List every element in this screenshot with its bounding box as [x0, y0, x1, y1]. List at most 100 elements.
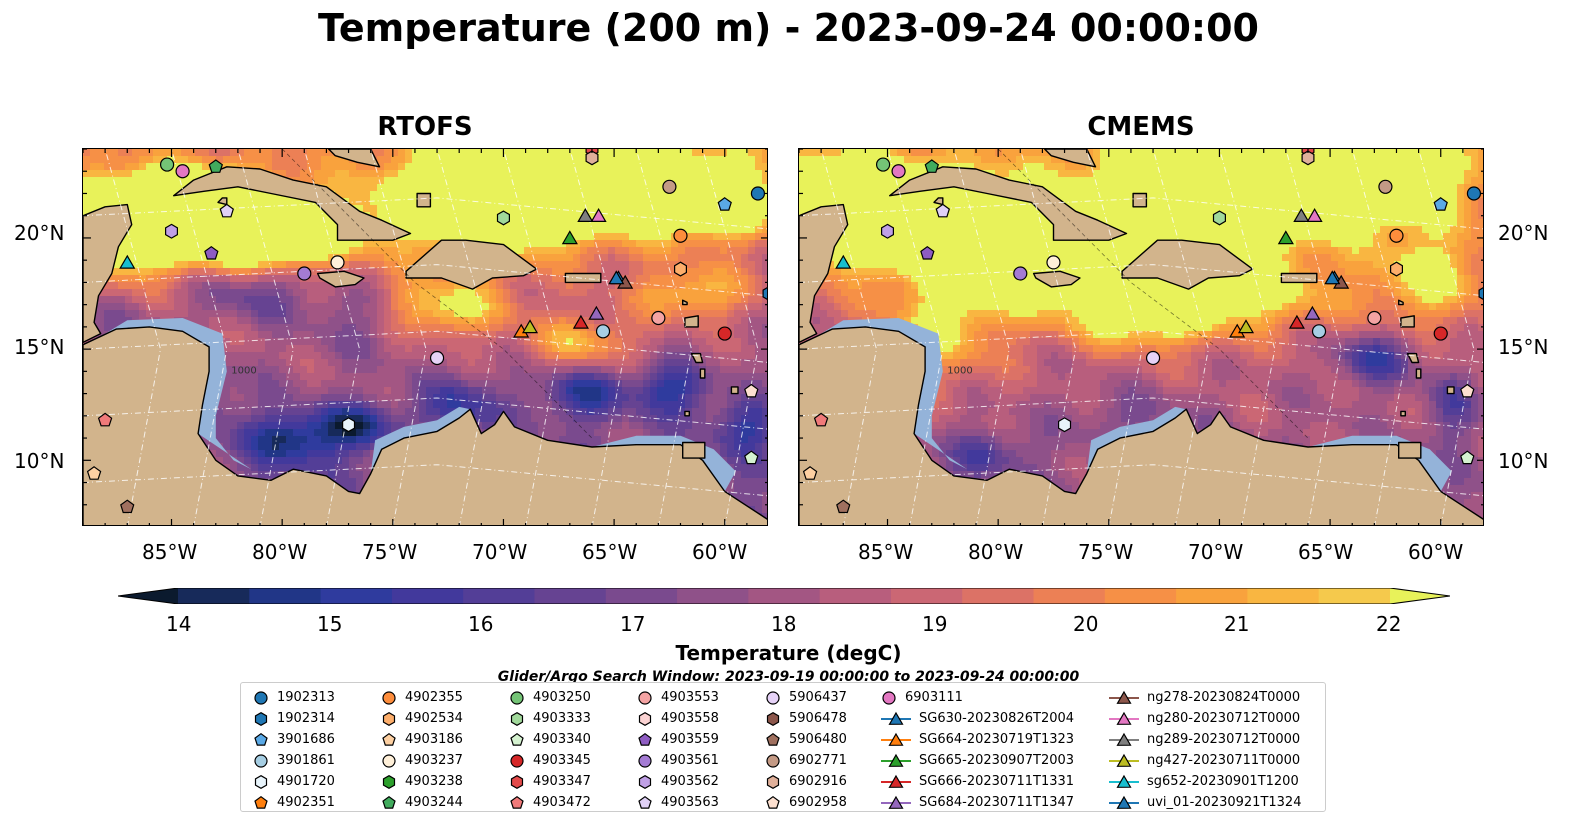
land-masses	[83, 149, 767, 525]
legend-entry: 4903340	[509, 729, 591, 750]
legend-label: 4902534	[405, 711, 463, 726]
legend-marker	[510, 753, 524, 768]
legend-marker-icon	[881, 753, 911, 767]
lon-tick-label-65w-right: 65°W	[1298, 540, 1354, 564]
platform-marker-6902916	[1301, 150, 1315, 166]
platform-marker-sg666-20230711t1331	[1288, 314, 1305, 329]
platform-marker-4903333	[496, 210, 510, 226]
rtofs-map-panel: 1000	[82, 148, 768, 526]
platform-marker-ng289-20230712t0000	[1293, 208, 1310, 223]
legend-marker-icon	[382, 753, 396, 768]
legend-marker	[254, 732, 268, 746]
lon-tick-label-80w-right: 80°W	[968, 540, 1024, 564]
platform-marker-4903553	[651, 310, 666, 326]
legend-column: 4903250 4903333 4903340 4903345 4903347 49034…	[509, 687, 591, 813]
legend-label: 4903186	[405, 732, 463, 747]
legend-entry: 6902958	[765, 792, 847, 813]
legend-entry: 6902916	[765, 771, 847, 792]
legend-marker-icon	[382, 711, 396, 726]
legend-marker-icon	[638, 690, 652, 705]
colorbar-label: Temperature (degC)	[675, 641, 902, 665]
platform-marker-4903244	[924, 159, 940, 173]
legend-marker-icon	[510, 795, 524, 809]
platform-marker-4903563	[219, 203, 235, 218]
legend-marker-icon	[638, 732, 652, 746]
platform-marker-ng289-20230712t0000	[577, 208, 594, 223]
legend-label: 4902355	[405, 690, 463, 705]
legend-label: 6902916	[789, 774, 847, 789]
legend-entry: 5906480	[765, 729, 847, 750]
colorbar-svg	[117, 587, 1451, 605]
legend-entry: 1902314	[253, 708, 335, 729]
cmems-map-panel: 1000	[798, 148, 1484, 526]
legend-label: 1902314	[277, 711, 335, 726]
legend-marker-icon	[766, 774, 780, 789]
legend-marker	[882, 690, 896, 705]
legend-marker-icon	[766, 753, 780, 768]
legend-marker-icon	[510, 753, 524, 768]
legend-label: ng280-20230712T0000	[1147, 711, 1301, 726]
legend-marker	[888, 732, 904, 746]
search-window-text: Glider/Argo Search Window: 2023-09-19 00…	[497, 669, 1080, 685]
legend-marker	[510, 711, 524, 726]
legend-entry: 6902771	[765, 750, 847, 771]
legend-entry: 6903111	[881, 687, 1074, 708]
legend-marker-icon	[766, 690, 780, 705]
figure-title: Temperature (200 m) - 2023-09-24 00:00:0…	[317, 6, 1259, 50]
colorbar-tick-17: 17	[620, 612, 646, 636]
graticule	[83, 149, 767, 525]
legend-marker	[1116, 711, 1132, 725]
colorbar-tick-14: 14	[166, 612, 192, 636]
legend-label: 5906480	[789, 732, 847, 747]
legend-label: SG666-20230711T1331	[919, 774, 1075, 789]
legend-label: 4903237	[405, 753, 463, 768]
legend-label: 4903333	[533, 711, 591, 726]
axis-ticks	[83, 149, 767, 525]
legend-label: 4903561	[661, 753, 719, 768]
legend-marker-icon	[766, 711, 780, 726]
legend-marker-icon	[766, 732, 780, 746]
platform-marker-4903250	[875, 157, 891, 172]
legend-marker-icon	[1109, 795, 1139, 809]
legend-entry: 4903558	[637, 708, 719, 729]
legend-marker	[1116, 690, 1132, 704]
legend-marker	[766, 732, 780, 746]
platform-marker-sg666-20230711t1331	[572, 314, 589, 329]
platform-marker-4902534	[673, 261, 688, 277]
panel-title-rtofs: RTOFS	[377, 112, 473, 142]
legend-label: 4903563	[661, 795, 719, 810]
platform-marker-ng280-20230712t0000	[590, 207, 607, 223]
legend-entry: sg652-20230901T1200	[1109, 771, 1301, 792]
platform-marker-sg652-20230901t1200	[835, 254, 852, 269]
map-svg: 1000	[83, 149, 767, 525]
isobath-contour-label: 1000	[947, 366, 972, 377]
legend-entry: 4903244	[381, 792, 463, 813]
legend-entry: 4903563	[637, 792, 719, 813]
legend-marker-icon	[382, 774, 396, 789]
lon-tick-label-65w-left: 65°W	[582, 540, 638, 564]
legend-label: SG684-20230711T1347	[919, 795, 1075, 810]
legend-marker-icon	[638, 711, 652, 726]
platform-marker-4901720	[1058, 417, 1072, 433]
legend-entry: 3901861	[253, 750, 335, 771]
legend-marker-icon	[882, 690, 896, 705]
legend-marker-icon	[382, 690, 396, 705]
platform-marker-6902771	[662, 179, 677, 194]
legend-marker	[1116, 753, 1132, 767]
legend-marker-icon	[510, 774, 524, 789]
colorbar-tick-22: 22	[1376, 612, 1402, 636]
platform-marker-4903333	[1212, 210, 1226, 226]
legend-entry: ng280-20230712T0000	[1109, 708, 1301, 729]
legend-entry: SG665-20230907T2003	[881, 750, 1074, 771]
platform-marker-5906480	[836, 499, 851, 514]
legend-marker-icon	[881, 732, 911, 746]
platform-marker-4902355	[1389, 228, 1404, 243]
lon-tick-label-75w-right: 75°W	[1078, 540, 1134, 564]
platform-marker-4903237	[1046, 255, 1061, 270]
legend-marker-icon	[1109, 774, 1139, 788]
platform-marker-4903553	[1367, 310, 1382, 326]
platform-marker-1902314	[1478, 287, 1483, 300]
legend-entry: 4903472	[509, 792, 591, 813]
platform-marker-uvi_01-20230921t1324	[1324, 270, 1341, 285]
legend-marker	[638, 774, 652, 789]
